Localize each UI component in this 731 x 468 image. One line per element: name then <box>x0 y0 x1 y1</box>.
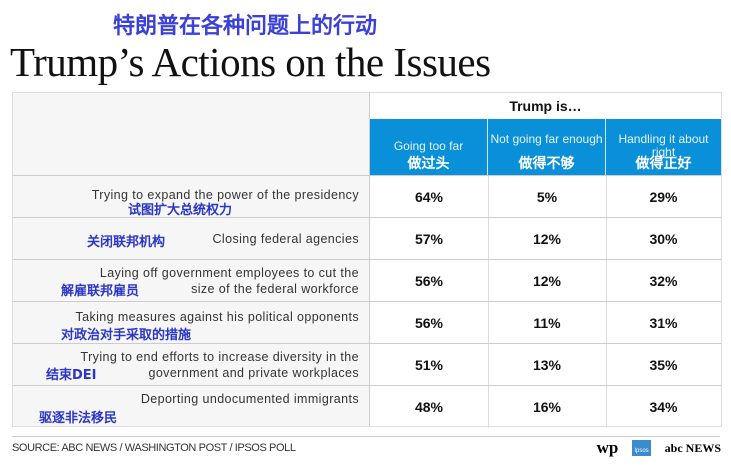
value-cell: 11% <box>488 302 607 344</box>
value-cell: 29% <box>649 189 678 205</box>
table-row: Taking measures against his political op… <box>13 301 721 344</box>
row-label-cn: 对政治对手采取的措施 <box>61 328 192 343</box>
value-cell: 56% <box>370 260 489 302</box>
table-row: Trying to expand the power of the presid… <box>13 175 721 218</box>
header-en: Handling it about right <box>618 132 709 159</box>
row-label-line: Laying off government employees to cut t… <box>99 266 359 280</box>
row-label-line: government and private workplaces <box>148 366 359 380</box>
column-header-too-far: Going too far 做过头 <box>370 119 488 175</box>
header-cn: 做得正好 <box>635 156 692 172</box>
value-cell: 5% <box>488 176 607 218</box>
row-label: Trying to expand the power of the presid… <box>13 176 359 218</box>
value-cell: 13% <box>488 344 607 386</box>
value-cell: 51% <box>370 344 489 386</box>
value-cell: 31% <box>649 315 678 331</box>
ipsos-logo: Ipsos <box>632 440 651 456</box>
wp-logo: wp <box>596 438 619 457</box>
row-label: Taking measures against his political op… <box>13 302 359 344</box>
results-table: Trump is… Going too far 做过头 Not going fa… <box>12 92 722 428</box>
row-label-line: Taking measures against his political op… <box>75 310 359 324</box>
table-row: Trying to end efforts to increase divers… <box>13 343 721 386</box>
row-label: Closing federal agencies <box>13 218 359 260</box>
value-cell: 35% <box>649 357 678 373</box>
header-cn: 做得不够 <box>518 156 575 172</box>
row-label-line: Trying to expand the power of the presid… <box>91 188 359 202</box>
table-row: Laying off government employees to cut t… <box>13 259 721 302</box>
value-cell: 12% <box>488 260 607 302</box>
logos: wp Ipsos abc NEWS <box>597 438 721 458</box>
abc-news-logo: abc NEWS <box>664 440 721 455</box>
divider <box>12 436 720 437</box>
header-en: Not going far enough <box>490 132 603 146</box>
value-cell: 32% <box>649 273 678 289</box>
value-cell: 16% <box>488 386 607 428</box>
value-cell: 12% <box>488 218 607 260</box>
table-row: Deporting undocumented immigrants 驱逐非法移民 4… <box>13 385 721 428</box>
value-cell: 64% <box>370 176 489 218</box>
row-label: Deporting undocumented immigrants <box>13 386 359 428</box>
row-label-line: Deporting undocumented immigrants <box>140 392 359 406</box>
table-row: Closing federal agencies 关闭联邦机构 57% 12% 30% <box>13 217 721 260</box>
row-label-cn: 驱逐非法移民 <box>39 411 118 426</box>
value-cell: 56% <box>370 302 489 344</box>
row-label-cn: 试图扩大总统权力 <box>128 203 233 218</box>
column-header-about-right: Handling it about right 做得正好 <box>606 119 721 175</box>
row-label: Laying off government employees to cut t… <box>13 260 359 302</box>
row-label-cn: 解雇联邦雇员 <box>61 284 140 299</box>
row-label: Trying to end efforts to increase divers… <box>13 344 359 386</box>
page-title: Trump’s Actions on the Issues <box>10 39 491 85</box>
row-label-cn: 关闭联邦机构 <box>87 235 166 250</box>
source-note: SOURCE: ABC NEWS / WASHINGTON POST / IPS… <box>12 442 296 454</box>
header-cn: 做过头 <box>407 156 450 172</box>
column-header-not-far-enough: Not going far enough 做得不够 <box>488 119 606 175</box>
chinese-title: 特朗普在各种问题上的行动 <box>112 14 377 39</box>
group-header: Trump is… <box>509 98 582 114</box>
value-cell: 48% <box>370 386 489 428</box>
row-label-line: Closing federal agencies <box>212 232 359 246</box>
value-cell: 34% <box>649 399 678 415</box>
row-label-cn: 结束DEI <box>46 368 97 383</box>
header-en: Going too far <box>393 139 464 153</box>
value-cell: 30% <box>649 231 678 247</box>
value-cell: 57% <box>370 218 489 260</box>
row-label-line: size of the federal workforce <box>191 282 359 296</box>
row-label-line: Trying to end efforts to increase divers… <box>80 350 359 364</box>
